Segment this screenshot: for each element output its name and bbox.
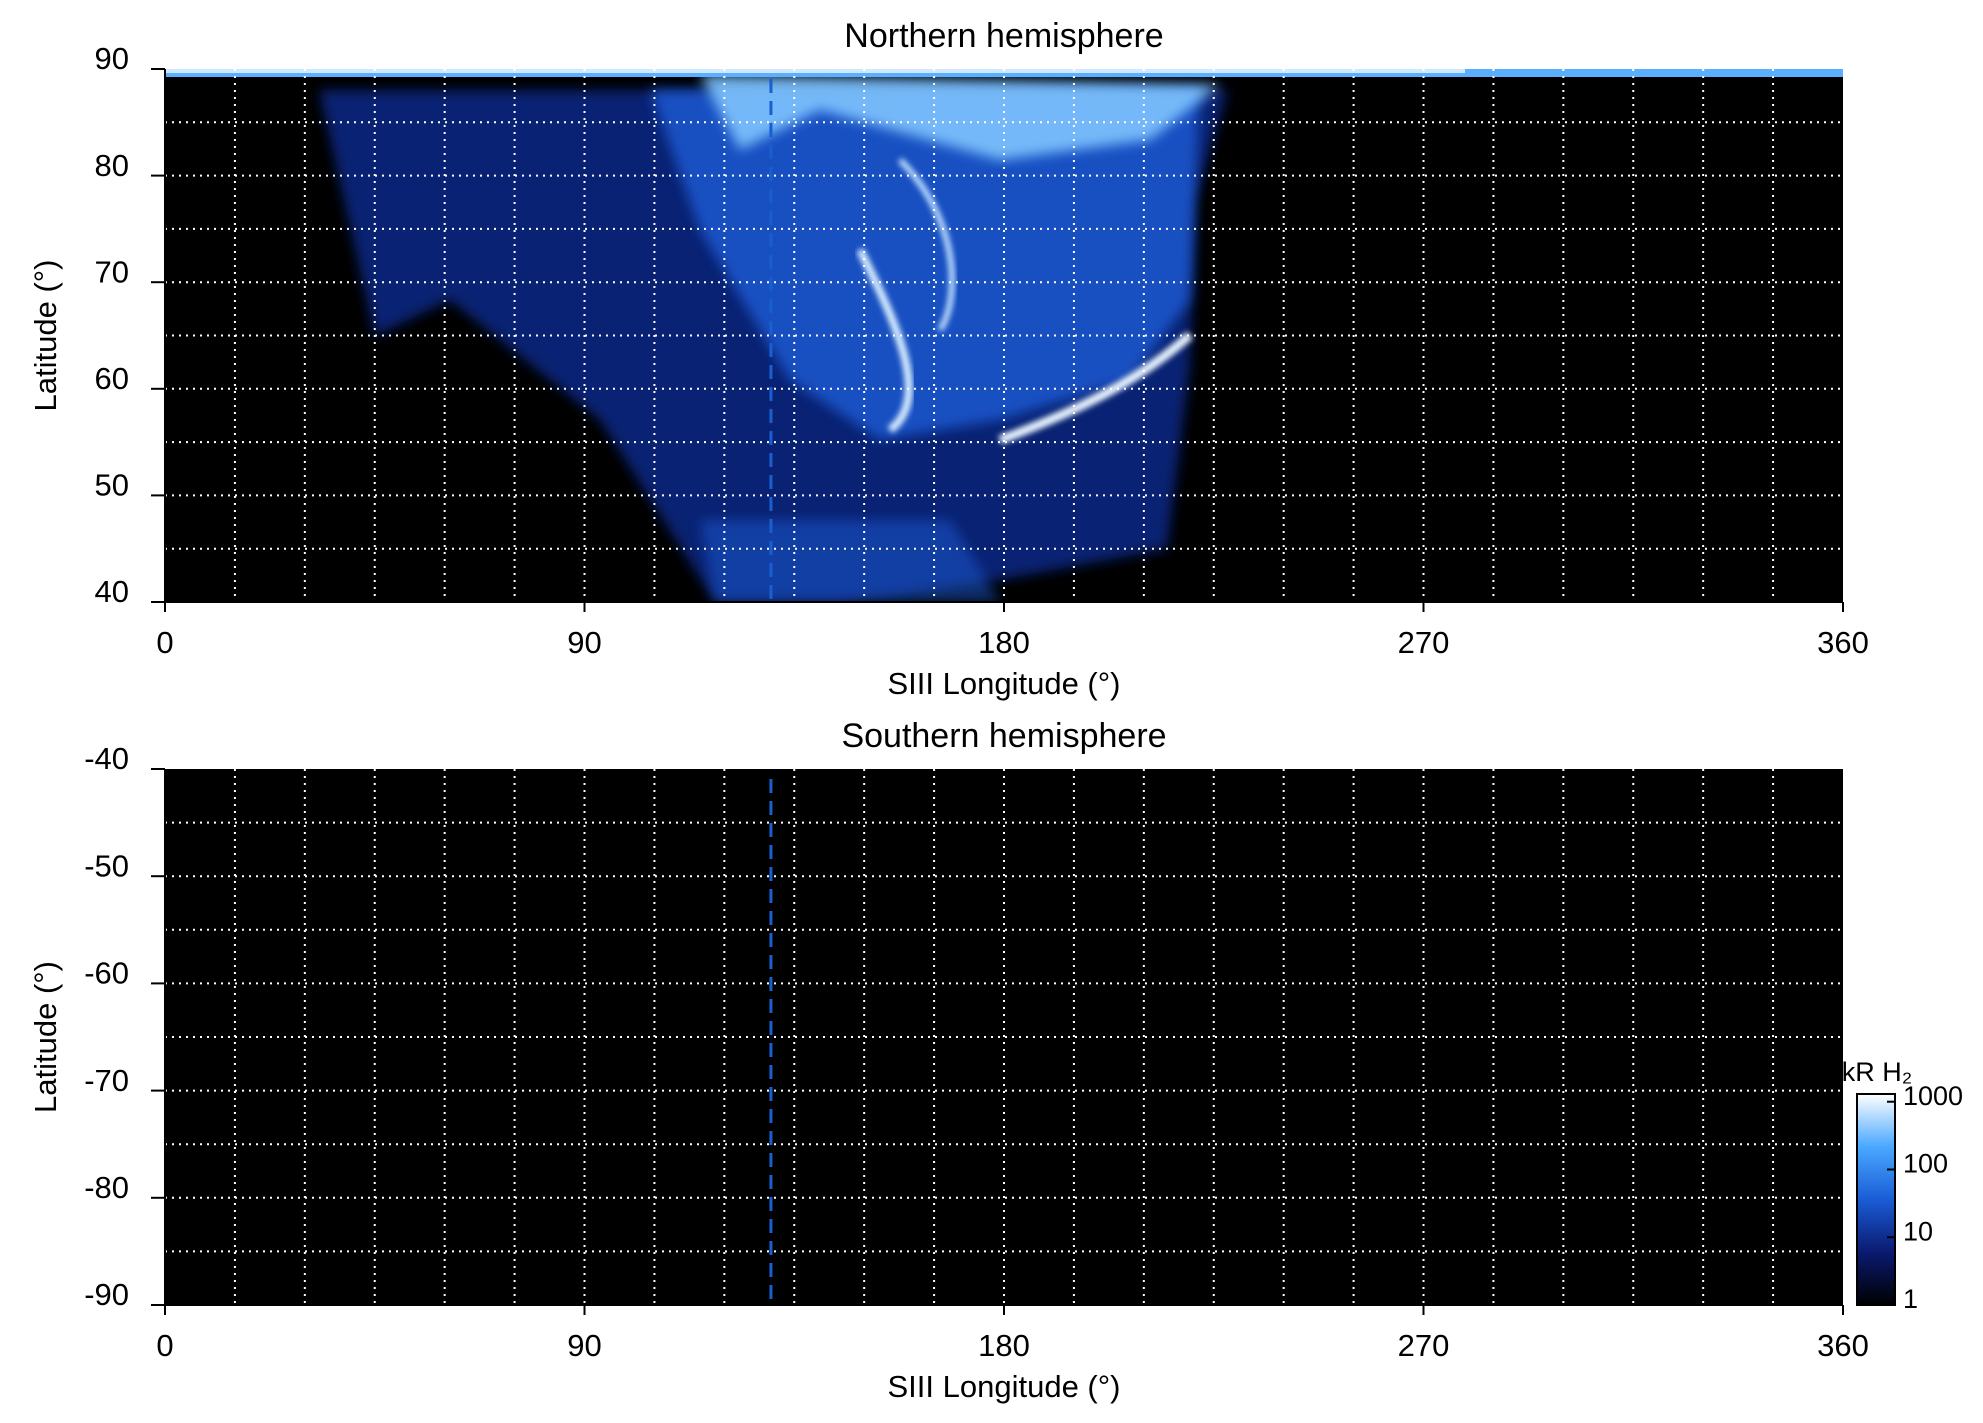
x-tick-label: 0 <box>156 1328 173 1363</box>
y-tick-label: -60 <box>84 956 129 991</box>
y-axis-label: Latitude (°) <box>28 260 63 412</box>
y-tick-label: 40 <box>95 574 129 609</box>
colorbar-tick-label: 1000 <box>1903 1081 1963 1111</box>
colorbar-label: kR H₂ <box>1842 1057 1912 1087</box>
x-tick-label: 360 <box>1817 625 1869 660</box>
colorbar-tick-label: 1 <box>1903 1284 1918 1314</box>
x-tick-label: 0 <box>156 625 173 660</box>
y-tick-label: 50 <box>95 468 129 503</box>
y-axis-label: Latitude (°) <box>28 961 63 1113</box>
chart-title: Southern hemisphere <box>841 717 1166 755</box>
x-tick-label: 270 <box>1398 625 1450 660</box>
y-tick-label: 90 <box>95 41 129 76</box>
y-tick-label: -50 <box>84 848 129 883</box>
x-tick-label: 90 <box>567 1328 601 1363</box>
colorbar-tick-label: 100 <box>1903 1149 1948 1179</box>
y-tick-label: -40 <box>84 741 129 776</box>
colorbar <box>1856 1093 1896 1306</box>
x-tick-label: 180 <box>978 625 1030 660</box>
y-tick-label: -90 <box>84 1277 129 1312</box>
y-tick-label: -80 <box>84 1170 129 1205</box>
colorbar-tick-label: 10 <box>1903 1216 1933 1246</box>
x-tick-label: 270 <box>1398 1328 1450 1363</box>
x-tick-label: 360 <box>1817 1328 1869 1363</box>
x-axis-label: SIII Longitude (°) <box>888 666 1121 701</box>
y-tick-label: 70 <box>95 254 129 289</box>
x-axis-label: SIII Longitude (°) <box>888 1369 1121 1404</box>
x-tick-label: 180 <box>978 1328 1030 1363</box>
aurora-image <box>165 69 1843 602</box>
y-tick-label: 60 <box>95 361 129 396</box>
chart-title: Northern hemisphere <box>844 17 1163 55</box>
x-tick-label: 90 <box>567 625 601 660</box>
y-tick-label: -70 <box>84 1063 129 1098</box>
y-tick-label: 80 <box>95 148 129 183</box>
